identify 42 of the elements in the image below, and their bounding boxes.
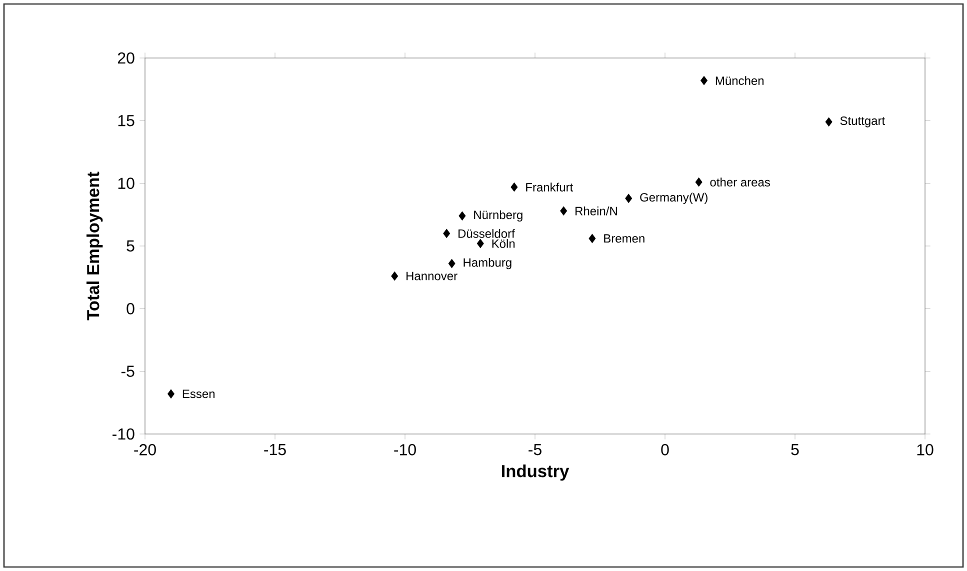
annotation: Hannover	[406, 272, 458, 280]
x-tick-label: -5	[528, 444, 542, 456]
annotation: Essen	[182, 390, 215, 398]
point	[588, 234, 596, 244]
point	[700, 76, 708, 86]
point	[391, 272, 398, 281]
point	[458, 211, 466, 220]
x-tick-label: -10	[394, 444, 416, 456]
annotation: Rhein/N	[576, 206, 617, 216]
x-tick-label: 5	[791, 444, 799, 456]
annotation: Stuttgart	[840, 116, 886, 128]
point	[510, 182, 518, 192]
annotation: Bremen	[604, 234, 644, 243]
annotation: Nürnberg	[474, 210, 522, 222]
point	[625, 194, 632, 203]
point	[443, 228, 450, 238]
x-tick-label: 10	[917, 444, 934, 456]
point	[476, 238, 484, 248]
annotation: Frankfurt	[526, 182, 574, 192]
x-tick-label: -15	[264, 444, 286, 456]
y-tick-label: -5	[121, 366, 134, 377]
x-axis-title: Industry	[502, 464, 570, 481]
annotation: Hamburg	[464, 258, 512, 270]
point	[448, 259, 456, 268]
y-tick-label: 0	[126, 303, 134, 314]
y-tick-label: 15	[118, 115, 134, 126]
annotation: other areas	[710, 178, 770, 186]
y-tick-label: -10	[112, 428, 134, 440]
x-tick-label: 0	[661, 444, 669, 456]
annotation: Köln	[492, 239, 515, 248]
y-tick-label: 5	[126, 240, 134, 252]
x-tick-label: -20	[134, 444, 156, 456]
point	[695, 178, 702, 187]
y-axis-title: Total Employment	[86, 172, 103, 320]
annotation: Düsseldorf	[458, 229, 515, 238]
y-tick-label: 10	[118, 178, 134, 189]
point	[560, 206, 568, 216]
annotation: Germany(W)	[640, 192, 708, 204]
y-tick-label: 20	[118, 52, 134, 64]
point	[825, 117, 832, 126]
point	[168, 389, 174, 398]
annotation: München	[716, 76, 764, 85]
